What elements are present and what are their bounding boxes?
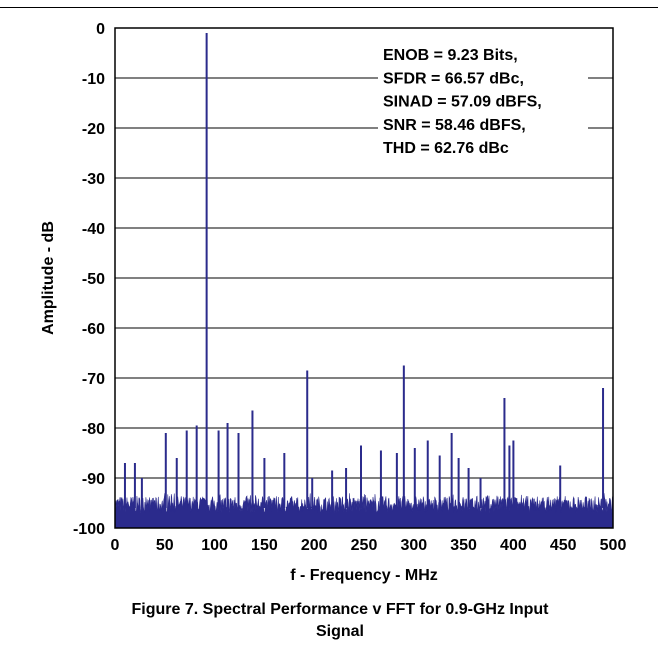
y-tick-label: -80 — [82, 421, 105, 438]
metric-line: SINAD = 57.09 dBFS, — [383, 94, 542, 111]
y-tick-label: -40 — [82, 221, 105, 238]
y-tick-label: -60 — [82, 321, 105, 338]
x-tick-label: 0 — [111, 537, 120, 554]
y-tick-label: -90 — [82, 471, 105, 488]
y-tick-label: -20 — [82, 121, 105, 138]
y-tick-label: -10 — [82, 71, 105, 88]
top-rule — [0, 7, 658, 8]
x-tick-label: 50 — [156, 537, 174, 554]
y-tick-label: -70 — [82, 371, 105, 388]
caption-line-2: Signal — [315, 623, 364, 640]
y-tick-label: -100 — [73, 521, 105, 538]
spectrum-series — [114, 33, 614, 529]
x-tick-label: 500 — [600, 537, 627, 554]
metrics-box — [378, 42, 588, 158]
x-tick-label: 250 — [351, 537, 378, 554]
x-tick-label: 300 — [400, 537, 427, 554]
x-tick-label: 350 — [450, 537, 477, 554]
caption-line-1: Figure 7. Spectral Performance v FFT for… — [131, 601, 549, 618]
y-tick-labels: 0 -10 -20 -30 -40 -50 -60 -70 -80 -90 -100 — [73, 21, 105, 538]
metric-line: SFDR = 66.57 dBc, — [383, 70, 524, 87]
plot-frame — [114, 27, 614, 529]
x-tick-label: 400 — [500, 537, 527, 554]
x-tick-label: 450 — [550, 537, 577, 554]
x-tick-label: 200 — [301, 537, 328, 554]
y-tick-label: 0 — [96, 21, 105, 38]
x-tick-labels: 0 50 100 150 200 250 300 350 400 450 500 — [111, 537, 627, 554]
x-tick-label: 100 — [201, 537, 228, 554]
x-axis-title: f - Frequency - MHz — [290, 567, 438, 584]
noise-floor — [114, 493, 614, 529]
metric-line: SNR = 58.46 dBFS, — [383, 117, 526, 134]
metrics-annotation: ENOB = 9.23 Bits, SFDR = 66.57 dBc, SINAD … — [383, 47, 542, 157]
x-tick-label: 150 — [251, 537, 278, 554]
metric-line: THD = 62.76 dBc — [383, 140, 509, 157]
y-axis-title: Amplitude - dB — [40, 221, 57, 335]
y-tick-label: -50 — [82, 271, 105, 288]
figure-caption: Figure 7. Spectral Performance v FFT for… — [80, 599, 600, 643]
y-tick-label: -30 — [82, 171, 105, 188]
metric-line: ENOB = 9.23 Bits, — [383, 47, 518, 64]
fft-chart: ENOB = 9.23 Bits, SFDR = 66.57 dBc, SINAD … — [40, 21, 627, 584]
